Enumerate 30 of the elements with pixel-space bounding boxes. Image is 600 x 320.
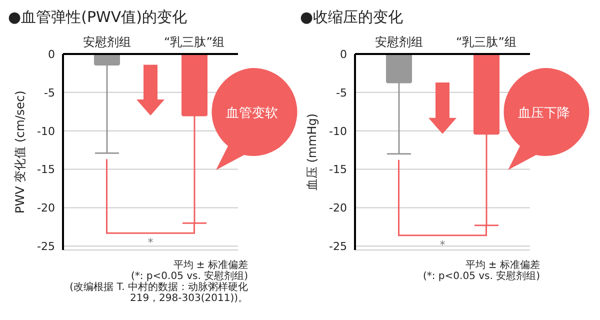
y-tick-label: -20 [329, 202, 347, 215]
text: (*: p<0.05 vs. 安慰剂组) [130, 271, 248, 282]
y-tick-label: -15 [329, 163, 347, 176]
text: 219，298-303(2011))。 [128, 293, 248, 304]
y-tick-label: -20 [37, 202, 55, 215]
y-tick-label: -5 [336, 86, 347, 100]
chart-title: ●血管弹性(PWV值)的变化 [8, 8, 188, 28]
y-tick-label: -15 [37, 163, 55, 176]
chart-title: ●收缩压的变化 [300, 8, 404, 28]
y-tick-label: -10 [37, 124, 55, 138]
y-tick-label: -10 [329, 124, 347, 138]
annotation: 血压下降 [517, 105, 571, 122]
y-axis-title: PWV 变化值 (cm/sec) [13, 90, 27, 214]
y-axis-title: 血压 (mmHg) [305, 113, 319, 191]
y-tick-label: 0 [48, 48, 55, 61]
annotation: * [148, 236, 154, 250]
text: (改编根据 T. 中村的数据：动脉粥样硬化 [68, 282, 248, 293]
text: 平均 ± 标准偏差 [172, 260, 248, 271]
y-tick-label: -25 [329, 240, 347, 254]
x-tick-label: 安慰剂组 [374, 35, 423, 49]
x-tick-label: 安慰剂组 [82, 35, 131, 49]
y-tick-label: -25 [37, 240, 55, 254]
annotation: 血管变软 [225, 105, 279, 122]
text: (*: p<0.05 vs. 安慰剂组) [422, 271, 540, 282]
y-tick-label: 0 [340, 48, 347, 61]
x-tick-label: “乳三肽”组 [456, 35, 516, 49]
x-tick-label: “乳三肽”组 [164, 35, 224, 49]
annotation: * [440, 238, 446, 252]
text: 平均 ± 标准偏差 [464, 260, 540, 271]
y-tick-label: -5 [44, 86, 55, 100]
